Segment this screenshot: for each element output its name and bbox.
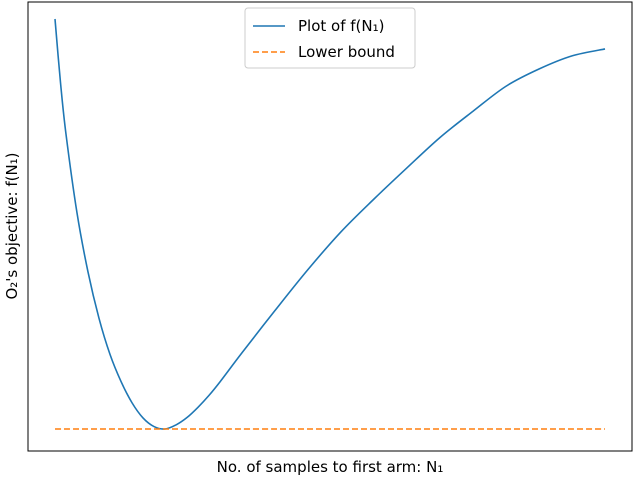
legend: Plot of f(N₁) Lower bound	[244, 7, 416, 69]
y-axis-label: O₂'s objective: f(N₁)	[3, 152, 21, 299]
x-axis-label: No. of samples to first arm: N₁	[217, 458, 444, 476]
series-line-plot	[54, 18, 606, 430]
legend-label-lower-bound: Lower bound	[298, 43, 395, 61]
legend-box	[244, 7, 416, 69]
plot-frame	[27, 1, 633, 452]
series-layer	[54, 18, 606, 430]
legend-label-plot: Plot of f(N₁)	[298, 17, 384, 35]
